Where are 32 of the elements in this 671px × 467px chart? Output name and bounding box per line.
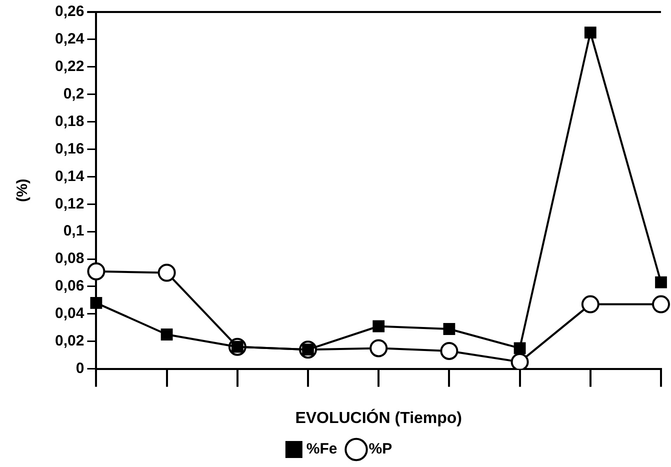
y-tick-label: 0,24 xyxy=(54,30,85,48)
y-tick-label: 0,12 xyxy=(54,195,84,212)
point xyxy=(514,342,526,354)
point xyxy=(581,295,600,314)
point xyxy=(370,339,388,358)
y-tick-label: 0,02 xyxy=(54,332,84,350)
point xyxy=(652,295,670,314)
legend-label: %P xyxy=(368,440,392,458)
point xyxy=(372,320,385,332)
point xyxy=(90,296,102,309)
y-tick-label: 0,22 xyxy=(54,58,84,76)
point xyxy=(510,352,529,369)
point xyxy=(160,328,173,340)
y-tick-label: 0,14 xyxy=(54,168,85,185)
y-tick-label: 0,16 xyxy=(54,140,84,158)
point xyxy=(158,264,176,282)
y-tick-label: 0 xyxy=(76,360,84,377)
point xyxy=(87,262,106,280)
point xyxy=(443,323,456,335)
y-tick-label: 0,04 xyxy=(54,305,85,322)
y-tick-label: 0,18 xyxy=(54,112,84,130)
point xyxy=(440,342,458,360)
y-tick-label: 0,2 xyxy=(63,85,84,102)
y-tick-label: 0,26 xyxy=(54,3,84,20)
y-tick-label: 0,1 xyxy=(63,222,84,240)
y-tick-label: 0,06 xyxy=(54,278,84,295)
point xyxy=(655,276,667,288)
x-axis-title: EVOLUCIÓN (Tiempo) xyxy=(295,408,462,427)
y-axis-title: (%) xyxy=(14,178,32,202)
y-tick-label: 0,08 xyxy=(54,250,84,268)
legend-label: %Fe xyxy=(306,440,338,458)
point xyxy=(584,26,596,39)
